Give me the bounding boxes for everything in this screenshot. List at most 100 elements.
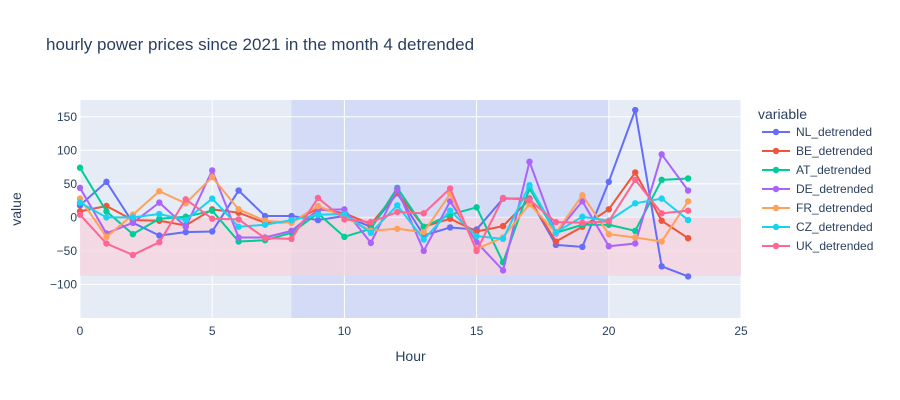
- legend-item[interactable]: FR_detrended: [762, 201, 873, 215]
- data-point: [103, 214, 110, 221]
- x-tick-label: 20: [602, 324, 616, 338]
- legend-item[interactable]: CZ_detrended: [762, 220, 873, 234]
- x-axis-title: Hour: [395, 348, 426, 364]
- series-layer: [76, 106, 692, 280]
- series-line: [79, 184, 689, 241]
- series-CZ_detrended: [76, 181, 692, 243]
- data-point: [209, 195, 216, 202]
- data-point: [261, 212, 269, 220]
- legend-item[interactable]: AT_detrended: [762, 163, 871, 177]
- data-point: [605, 243, 612, 250]
- data-point: [288, 227, 295, 234]
- data-point: [473, 232, 480, 240]
- data-point: [552, 238, 560, 245]
- data-point: [103, 178, 110, 186]
- data-point: [156, 232, 163, 239]
- legend-label: AT_detrended: [796, 163, 871, 177]
- legend-item[interactable]: BE_detrended: [762, 144, 873, 158]
- data-point: [235, 234, 242, 241]
- x-tick-label: 10: [338, 324, 352, 338]
- x-tick-label: 15: [470, 324, 484, 338]
- y-tick-label: 150: [57, 110, 77, 124]
- legend-item[interactable]: NL_detrended: [762, 125, 872, 139]
- legend-item[interactable]: UK_detrended: [762, 239, 873, 253]
- data-point: [526, 181, 533, 189]
- data-point: [182, 216, 189, 224]
- y-axis-ticks: −100 −50 0 50 100 150: [50, 110, 77, 292]
- data-point: [579, 213, 586, 220]
- data-point: [261, 221, 269, 228]
- data-point: [261, 234, 269, 242]
- data-point: [473, 204, 480, 211]
- data-point: [579, 192, 586, 199]
- data-point: [314, 194, 322, 202]
- data-point: [209, 173, 216, 181]
- data-point: [341, 233, 348, 241]
- x-tick-label: 0: [77, 324, 84, 338]
- data-point: [446, 185, 454, 192]
- legend-marker: [772, 166, 780, 174]
- series-line: [79, 176, 689, 250]
- y-tick-label: −50: [57, 244, 78, 258]
- data-point: [499, 235, 507, 243]
- legend-label: BE_detrended: [796, 144, 873, 158]
- data-point: [235, 216, 242, 223]
- data-point: [156, 188, 163, 195]
- horizontal-band: [80, 217, 741, 276]
- data-point: [526, 196, 533, 204]
- data-point: [579, 219, 586, 226]
- data-point: [552, 218, 560, 226]
- data-point: [420, 228, 427, 236]
- data-point: [605, 230, 612, 238]
- data-point: [235, 223, 242, 230]
- data-point: [103, 233, 110, 241]
- data-point: [473, 247, 480, 255]
- y-tick-label: 50: [64, 177, 78, 191]
- data-point: [684, 207, 692, 214]
- data-point: [129, 219, 137, 226]
- data-point: [209, 228, 216, 235]
- y-tick-label: 100: [57, 143, 77, 157]
- data-point: [367, 229, 375, 237]
- data-point: [394, 208, 401, 216]
- data-point: [684, 175, 692, 182]
- data-point: [684, 187, 692, 194]
- data-point: [552, 228, 560, 236]
- data-point: [314, 202, 322, 210]
- data-point: [235, 187, 242, 194]
- data-point: [658, 238, 665, 245]
- legend-label: UK_detrended: [796, 239, 873, 253]
- data-point: [209, 215, 216, 222]
- data-point: [605, 218, 612, 225]
- chart-title: hourly power prices since 2021 in the mo…: [46, 35, 474, 54]
- data-point: [288, 235, 295, 243]
- data-point: [288, 216, 295, 224]
- y-axis-title: value: [8, 192, 24, 226]
- data-point: [684, 198, 692, 205]
- data-point: [209, 207, 216, 214]
- legend-label: CZ_detrended: [796, 220, 873, 234]
- series-line: [79, 178, 689, 256]
- data-point: [632, 240, 639, 247]
- legend-marker: [772, 242, 780, 250]
- legend-marker: [772, 147, 780, 155]
- data-point: [209, 167, 216, 174]
- data-point: [684, 234, 692, 242]
- data-point: [182, 196, 189, 203]
- legend-item[interactable]: DE_detrended: [762, 182, 873, 196]
- legend-marker: [772, 128, 780, 136]
- data-point: [632, 176, 639, 184]
- data-point: [341, 210, 348, 218]
- y-tick-label: −100: [50, 277, 77, 291]
- data-point: [341, 206, 348, 213]
- data-point: [314, 211, 322, 218]
- series-UK_detrended: [76, 176, 692, 259]
- data-point: [394, 202, 401, 209]
- data-point: [76, 184, 84, 192]
- data-point: [156, 210, 163, 218]
- data-point: [658, 176, 665, 184]
- data-point: [156, 215, 163, 222]
- data-point: [76, 199, 84, 206]
- legend-marker: [772, 204, 780, 212]
